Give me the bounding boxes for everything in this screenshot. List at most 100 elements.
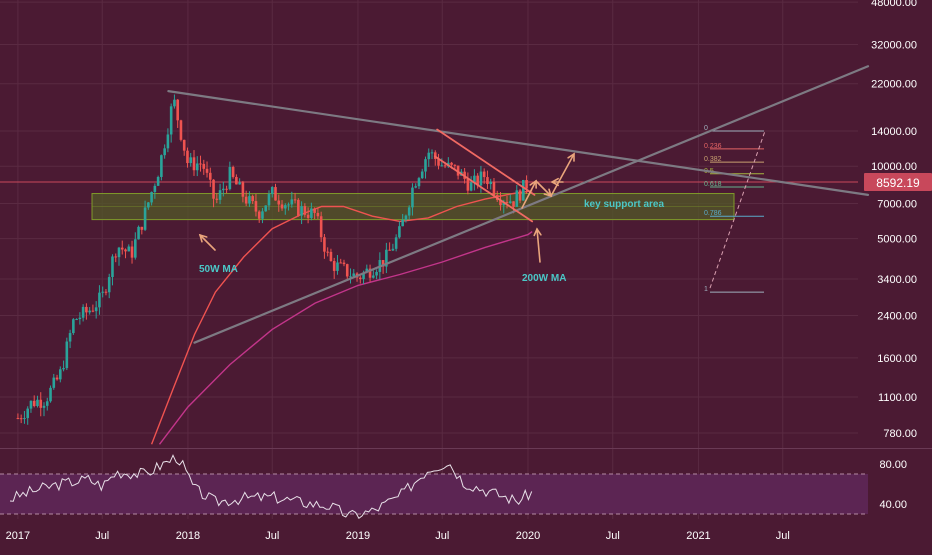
candle-body (342, 262, 346, 265)
candle-body (290, 199, 294, 205)
candle-body (469, 182, 473, 191)
candle-body (114, 256, 118, 258)
rsi-tick-label: 40.00 (879, 499, 907, 511)
candle-body (270, 187, 274, 195)
candle-body (274, 187, 277, 201)
candle-body (163, 148, 166, 156)
candle-body (388, 249, 391, 251)
candle-body (45, 401, 49, 406)
candle-body (437, 158, 440, 166)
price-tick-label: 2400.00 (877, 310, 917, 322)
candle-body (231, 167, 235, 177)
candle-body (368, 268, 372, 278)
candle-body (117, 247, 121, 258)
candle-body (453, 164, 457, 166)
candle-body (179, 120, 183, 140)
candle-body (525, 179, 528, 189)
candle-body (42, 405, 46, 408)
candle-body (189, 157, 193, 164)
candle-body (345, 264, 349, 277)
trendlines (167, 65, 870, 344)
candle-body (182, 139, 186, 151)
candle-body (430, 152, 434, 154)
candle-body (293, 199, 297, 201)
candle-body (26, 408, 30, 419)
fib-level-label: 0.382 (704, 156, 722, 163)
rsi-band (0, 474, 868, 514)
candle-body (91, 310, 95, 312)
breakout-arrow-3-head (567, 152, 575, 162)
price-tick-label: 780.00 (883, 428, 917, 440)
candle-body (81, 306, 85, 318)
candle-body (62, 368, 65, 370)
candle-body (352, 273, 356, 277)
candle-body (492, 181, 496, 196)
candle-body (306, 214, 310, 218)
rsi-line (9, 454, 533, 520)
rsi-pane (0, 448, 932, 520)
candle-body (153, 185, 157, 192)
time-tick-label: Jul (435, 530, 449, 542)
candle-body (411, 187, 414, 208)
candle-body (160, 155, 163, 177)
candle-body (512, 201, 515, 207)
candle-body (124, 249, 127, 252)
ma50-arrow-head (198, 233, 208, 243)
fib-level-label: 0.618 (704, 181, 722, 188)
price-tick-label: 10000.00 (871, 161, 917, 173)
candle-body (303, 206, 307, 215)
candle-body (133, 239, 137, 258)
candle-body (287, 204, 290, 206)
candle-body (476, 175, 479, 186)
candle-body (68, 333, 72, 342)
candle-body (443, 165, 447, 167)
rsi-tick-label: 80.00 (879, 459, 907, 471)
candle-body (192, 157, 196, 171)
time-tick-label: 2019 (346, 530, 370, 542)
time-tick-label: 2021 (686, 530, 710, 542)
candle-body (362, 272, 365, 280)
candle-body (277, 200, 281, 205)
fib-level-label: 0 (704, 125, 708, 132)
candle-body (111, 256, 114, 278)
candle-body (65, 341, 69, 369)
candle-body (78, 317, 82, 320)
ma50-arrow (199, 234, 216, 251)
breakout-arrow-2 (535, 180, 552, 197)
candle-body (385, 249, 388, 267)
ascending-support-trendline (193, 65, 870, 344)
candle-body (101, 291, 104, 293)
candle-body (479, 171, 483, 186)
price-tick-label: 7000.00 (877, 198, 917, 210)
candle-body (319, 216, 323, 238)
candle-body (208, 172, 212, 180)
candle-body (244, 196, 248, 204)
price-tick-label: 32000.00 (871, 40, 917, 52)
ma200-label: 200W MA (522, 273, 566, 284)
candle-body (235, 176, 238, 185)
candle-body (36, 399, 39, 407)
time-tick-label: Jul (776, 530, 790, 542)
candle-body (489, 181, 493, 185)
candle-body (75, 319, 78, 321)
candle-body (394, 237, 398, 249)
candle-body (94, 307, 98, 312)
candle-body (195, 163, 199, 171)
candle-body (336, 262, 339, 271)
moving-averages (150, 190, 533, 445)
candle-body (205, 168, 209, 173)
price-axis[interactable]: 48000.00 32000.00 22000.00 14000.00 10000.00… (864, 0, 932, 511)
ma200-arrow-head (533, 227, 542, 237)
candle-body (55, 377, 59, 380)
candle-body (225, 188, 228, 190)
candle-body (267, 194, 271, 206)
candle-body (518, 190, 522, 201)
candle-body (166, 134, 170, 149)
candle-body (215, 198, 219, 200)
time-axis[interactable]: 2017 Jul 2018 Jul 2019 Jul 2020 Jul 2021 Jul (6, 530, 790, 542)
candle-body (251, 196, 254, 202)
candle-body (29, 400, 33, 409)
candle-body (473, 175, 476, 183)
candle-body (339, 262, 343, 264)
